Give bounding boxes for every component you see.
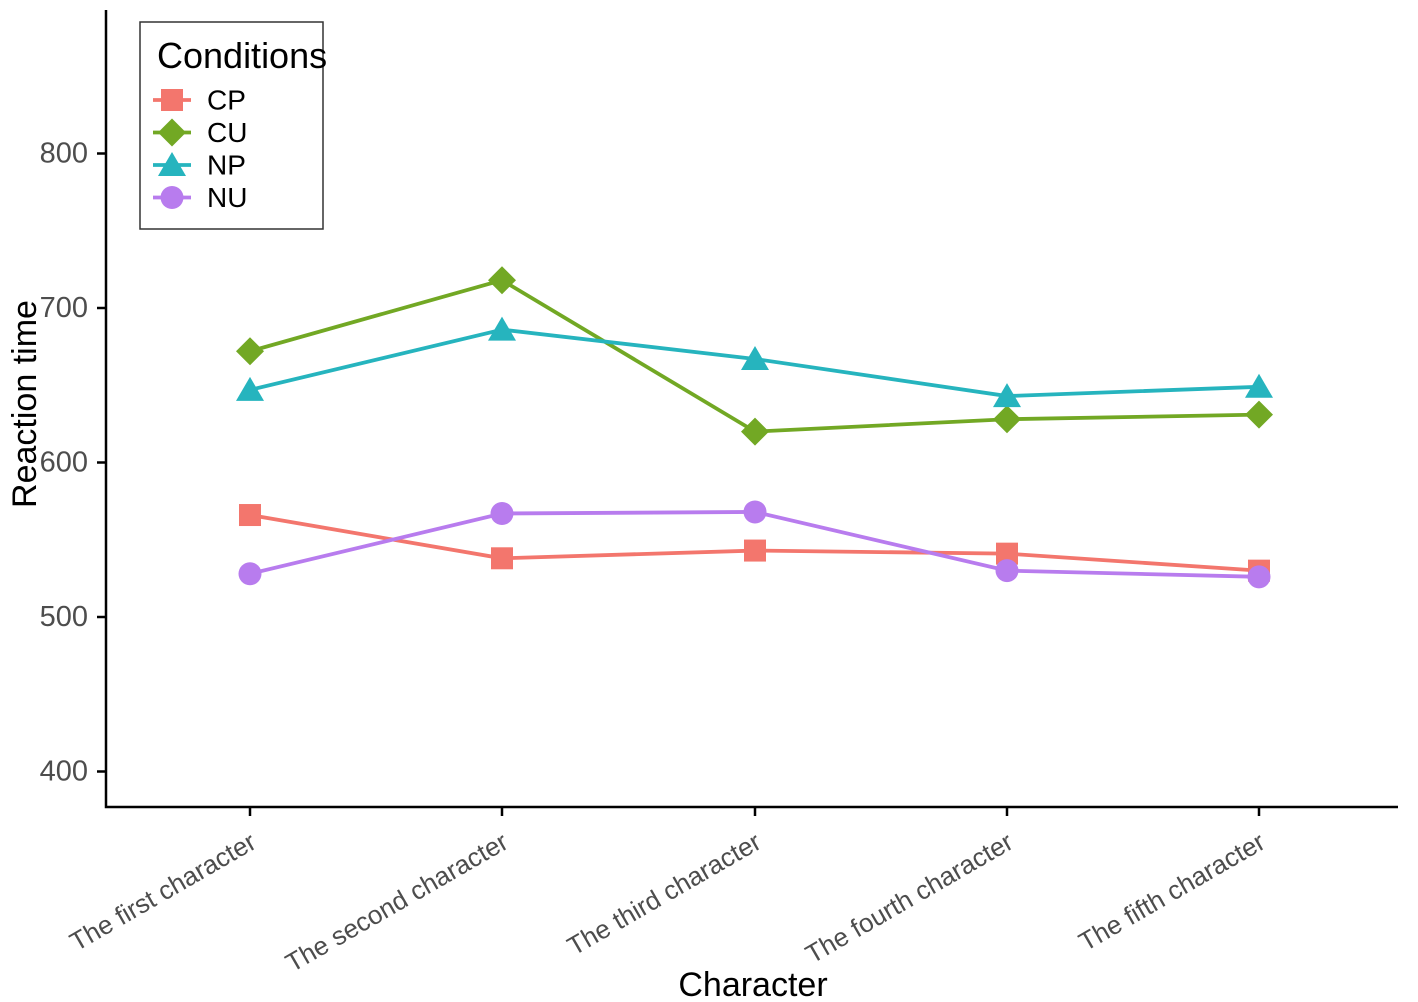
series-CU-point-4 xyxy=(993,405,1021,434)
series-NU-point-1 xyxy=(238,562,262,586)
y-tick-label: 700 xyxy=(40,292,88,324)
series-markers-group xyxy=(236,266,1273,589)
legend-label-NP: NP xyxy=(207,150,246,181)
legend-label-CU: CU xyxy=(207,117,247,148)
series-CP-point-2 xyxy=(491,547,513,570)
series-NU-point-3 xyxy=(743,500,767,524)
series-NP-point-5 xyxy=(1245,373,1273,398)
legend-label-NU: NU xyxy=(207,182,247,213)
series-NP-point-2 xyxy=(488,316,516,341)
x-axis-title: Character xyxy=(678,966,827,1002)
series-NU-point-5 xyxy=(1247,565,1271,589)
y-tick-label: 500 xyxy=(40,601,88,633)
y-tick-label: 600 xyxy=(40,447,88,479)
y-axis-title: Reaction time xyxy=(6,300,44,508)
series-CU-point-2 xyxy=(488,266,516,295)
series-NP-point-4 xyxy=(993,383,1021,408)
series-CU-point-1 xyxy=(236,337,264,366)
legend-key-circle-icon xyxy=(160,186,184,209)
series-CU-point-5 xyxy=(1245,400,1273,429)
series-NP-point-3 xyxy=(741,345,769,370)
legend-title: Conditions xyxy=(157,35,327,76)
y-tick-label: 800 xyxy=(40,138,88,170)
axes-group xyxy=(104,10,1398,809)
legend-label-CP: CP xyxy=(207,85,246,116)
legend-key-triangle-icon xyxy=(158,152,186,176)
series-NU-point-2 xyxy=(490,501,514,525)
series-NU-point-4 xyxy=(995,559,1019,583)
series-CP-point-1 xyxy=(239,504,261,527)
legend-key-diamond-icon xyxy=(158,118,186,147)
series-CP-point-4 xyxy=(996,542,1018,565)
series-CU-point-3 xyxy=(741,417,769,446)
series-NP-point-1 xyxy=(236,376,264,401)
y-axis-group: 400 500 600 700 800 xyxy=(40,138,106,788)
series-CP-point-3 xyxy=(744,539,766,562)
axis-frame-line xyxy=(104,10,1398,809)
legend-key-square-icon xyxy=(161,89,183,111)
y-tick-label: 400 xyxy=(40,756,88,788)
